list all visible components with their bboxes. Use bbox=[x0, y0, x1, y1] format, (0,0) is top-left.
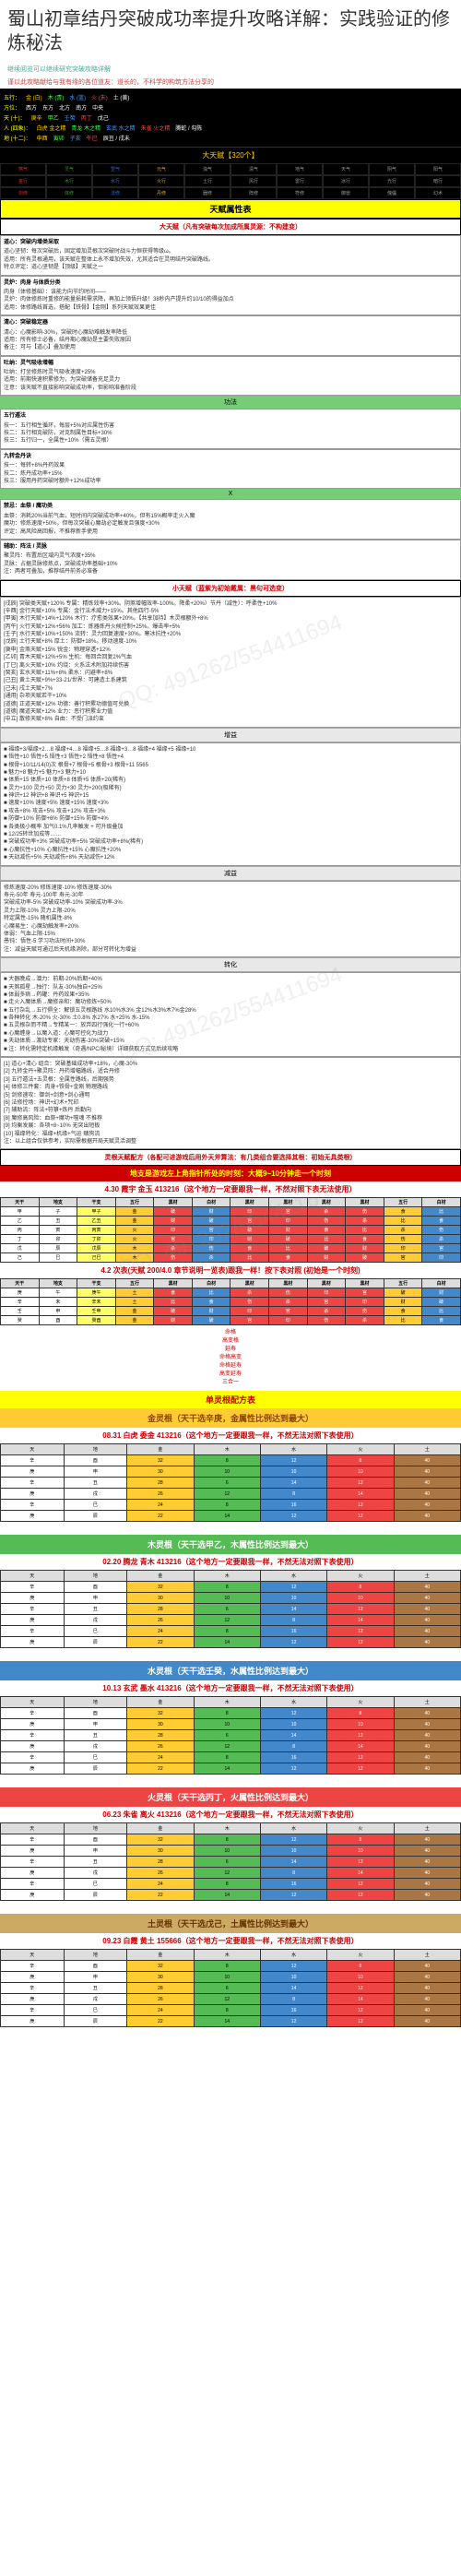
talent-section-head: 天赋属性表 bbox=[0, 199, 461, 219]
convert-head: 转化 bbox=[0, 957, 461, 972]
combo-head: 灵根天赋配方（各配可进游戏后用外天斧算法：有几类组合要选择其根：初始无具类根） bbox=[0, 1149, 461, 1166]
increase-list: ■ 福缘+3/福缘+2…8 福缘+4…8 福缘+5…8 福缘+3…8 福缘+4 … bbox=[0, 742, 461, 866]
decrease-head: 减益 bbox=[0, 866, 461, 881]
combo-small-list: 命格高变格延寿命格高变命格延寿高变延寿三合一 bbox=[0, 1325, 461, 1391]
small-talent-head: 小天赋（蓝紫为初始戴属：黑句可选变） bbox=[0, 580, 461, 597]
decrease-list: 修炼速度-20% 修炼速度-10% 修炼速度-30%寿元-50年 寿元-100年… bbox=[0, 881, 461, 958]
sub-link[interactable]: 继续阅览可以继续研究突破攻略详解 bbox=[0, 63, 461, 76]
combo-banner: 地支是游戏左上角指针所处的时刻：大概9~10分钟走一个时刻 bbox=[0, 1166, 461, 1181]
combo-sub2: 4.2 次表(天赋 200/4.0 章节说明一览表)跟我一样！按下表对照 (初始… bbox=[0, 1263, 461, 1278]
x-head: X bbox=[0, 489, 461, 499]
combo-sub1: 4.30 霞宇 金玉 413216（这个地方一定要跟我一样，不然对照下表无法使用… bbox=[0, 1181, 461, 1197]
talent-sub-head: 大天赋（凡有突破每次加成所属灵源：不构建变） bbox=[0, 219, 461, 235]
increase-head: 增益 bbox=[0, 728, 461, 742]
x-blocks: 禁忌：血祭 / 魔功类血祭：消耗20%当前气血，短时间内突破成功率+40%，但有… bbox=[0, 499, 461, 579]
single-root-head: 单灵根配方表 bbox=[0, 1391, 461, 1408]
category-strips: 煞气灵气罡气元气浊气清气地气天气阴气阳气金行木行水行火行土行风行雷行冰行光行暗行… bbox=[0, 163, 461, 199]
page-title: 蜀山初章结丹突破成功率提升攻略详解：实践验证的修炼秘法 bbox=[0, 0, 461, 63]
convert-list: ■ 大器晚成→潜力：前期-20%后期+40%■ 天煞孤星→独行：队友-30%独自… bbox=[0, 972, 461, 1057]
elements-container: 金灵根（天干选辛庚，金属性比例达到最大）08.31 白虎 委金 413216（这… bbox=[0, 1408, 461, 2040]
skill-head: 功法 bbox=[0, 396, 461, 409]
combo-grid2: 天干地支干支五行黑材白材黑材黑材黑材黑材五行白材庚午庚午土食比杀伤印官破财辛未辛… bbox=[0, 1278, 461, 1325]
small-talent-list: [戌辰] 突破类天赋+120% 专属：精炼效率+30%。阴煞增幅效率-100%。… bbox=[0, 597, 461, 728]
combo-grid1: 天干地支干支五行黑材白材黑材黑材黑材黑材五行白材甲子甲子金破财印官杀伤食比乙丑乙… bbox=[0, 1197, 461, 1263]
sub-note: 谨以此攻略献给与我有缘的各位道友：道长的，不科学的构筑方法分享的 bbox=[0, 76, 461, 89]
talent-blocks: 道心：突破内增类采取道心坚韧：每次突破后，固定增加灵根次突破时战斗力恒获得等级ω… bbox=[0, 235, 461, 396]
skill-blocks: 五行遁法技一：五行相生循环，每层+5%对应属性伤害技二：五行相克破防，对克制属性… bbox=[0, 409, 461, 489]
talent-count-banner: 大天赋【320个】 bbox=[0, 147, 461, 163]
combo-list: [1] 道心+清心 组合：突破基础成功率+18%，心魔-30%[2] 九转金丹+… bbox=[0, 1057, 461, 1149]
char-attribute-header: 五行：金 (白)木 (青)水 (蓝)火 (朱)土 (黄)方位：西方东方北方南方中… bbox=[0, 89, 461, 147]
